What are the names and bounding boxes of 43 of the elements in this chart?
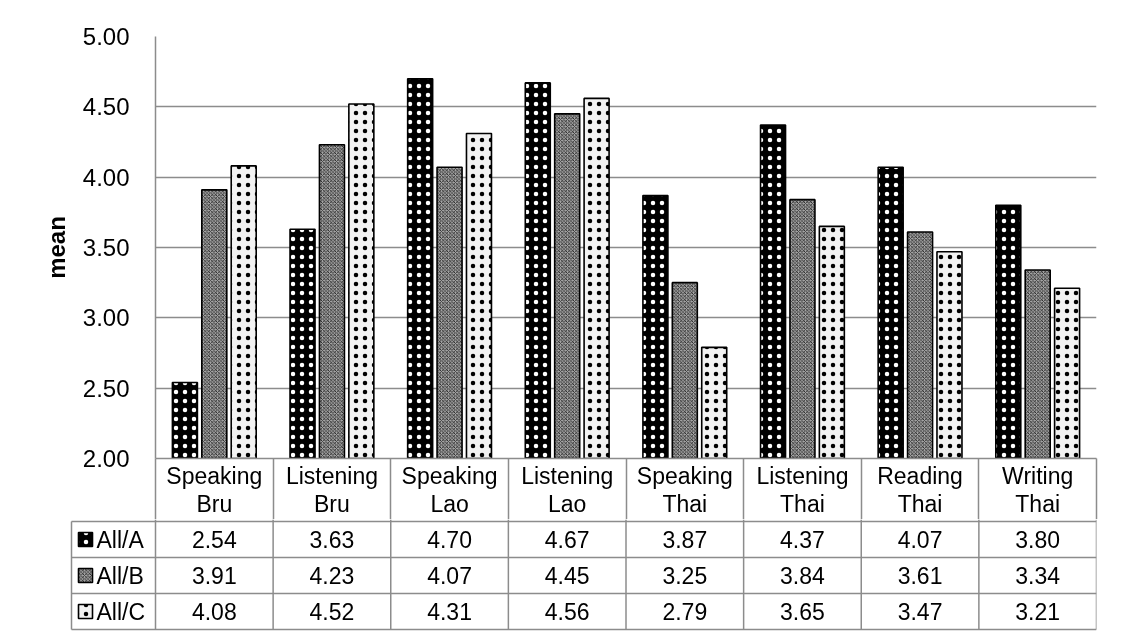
y-tick-label: 3.00: [82, 304, 130, 332]
y-tick-label: 4.00: [82, 163, 130, 191]
data-label: 3.84: [780, 563, 826, 589]
data-label: 3.21: [1015, 599, 1061, 625]
data-label: 3.80: [1015, 527, 1061, 553]
data-label: 3.61: [897, 563, 943, 589]
data-label: 3.91: [191, 563, 237, 589]
data-label: 4.52: [309, 599, 355, 625]
x-tick-label: Speaking Lao: [401, 462, 498, 517]
data-label: 4.31: [427, 599, 472, 625]
data-label: 3.34: [1015, 563, 1061, 589]
legend-label: All/B: [96, 562, 144, 589]
legend-label: All/A: [96, 526, 145, 553]
data-label: 4.37: [780, 527, 825, 553]
data-label: 2.54: [191, 527, 237, 553]
y-tick-label: 4.50: [82, 93, 130, 121]
data-label: 4.07: [427, 563, 472, 589]
data-label: 4.07: [897, 527, 943, 553]
x-tick-label: Listening Thai: [756, 462, 849, 517]
y-tick-label: 5.00: [82, 23, 130, 50]
data-label: 3.87: [662, 527, 708, 553]
x-tick-label: Listening Bru: [285, 462, 378, 517]
x-tick-label: Listening Lao: [521, 462, 614, 517]
x-tick-label: Reading Thai: [877, 462, 963, 517]
y-axis-title: mean: [42, 216, 70, 279]
data-label: 4.56: [544, 599, 590, 625]
legend-label: All/C: [96, 598, 146, 625]
data-label: 4.08: [191, 599, 237, 625]
x-tick-label: Speaking Bru: [166, 462, 263, 517]
data-label: 3.65: [780, 599, 825, 625]
y-tick-label: 3.50: [82, 234, 130, 261]
data-label: 3.47: [897, 599, 943, 625]
data-label: 3.25: [662, 563, 708, 589]
x-tick-label: Writing Thai: [1002, 462, 1074, 517]
data-label: 4.70: [427, 527, 472, 553]
data-label: 4.23: [309, 563, 355, 589]
y-tick-label: 2.50: [82, 374, 130, 402]
y-tick-label: 2.00: [82, 445, 130, 472]
x-tick-label: Speaking Thai: [636, 462, 733, 517]
data-label: 4.67: [544, 527, 590, 553]
data-label: 4.45: [544, 563, 590, 589]
data-label: 2.79: [662, 599, 708, 625]
data-label: 3.63: [309, 527, 355, 553]
